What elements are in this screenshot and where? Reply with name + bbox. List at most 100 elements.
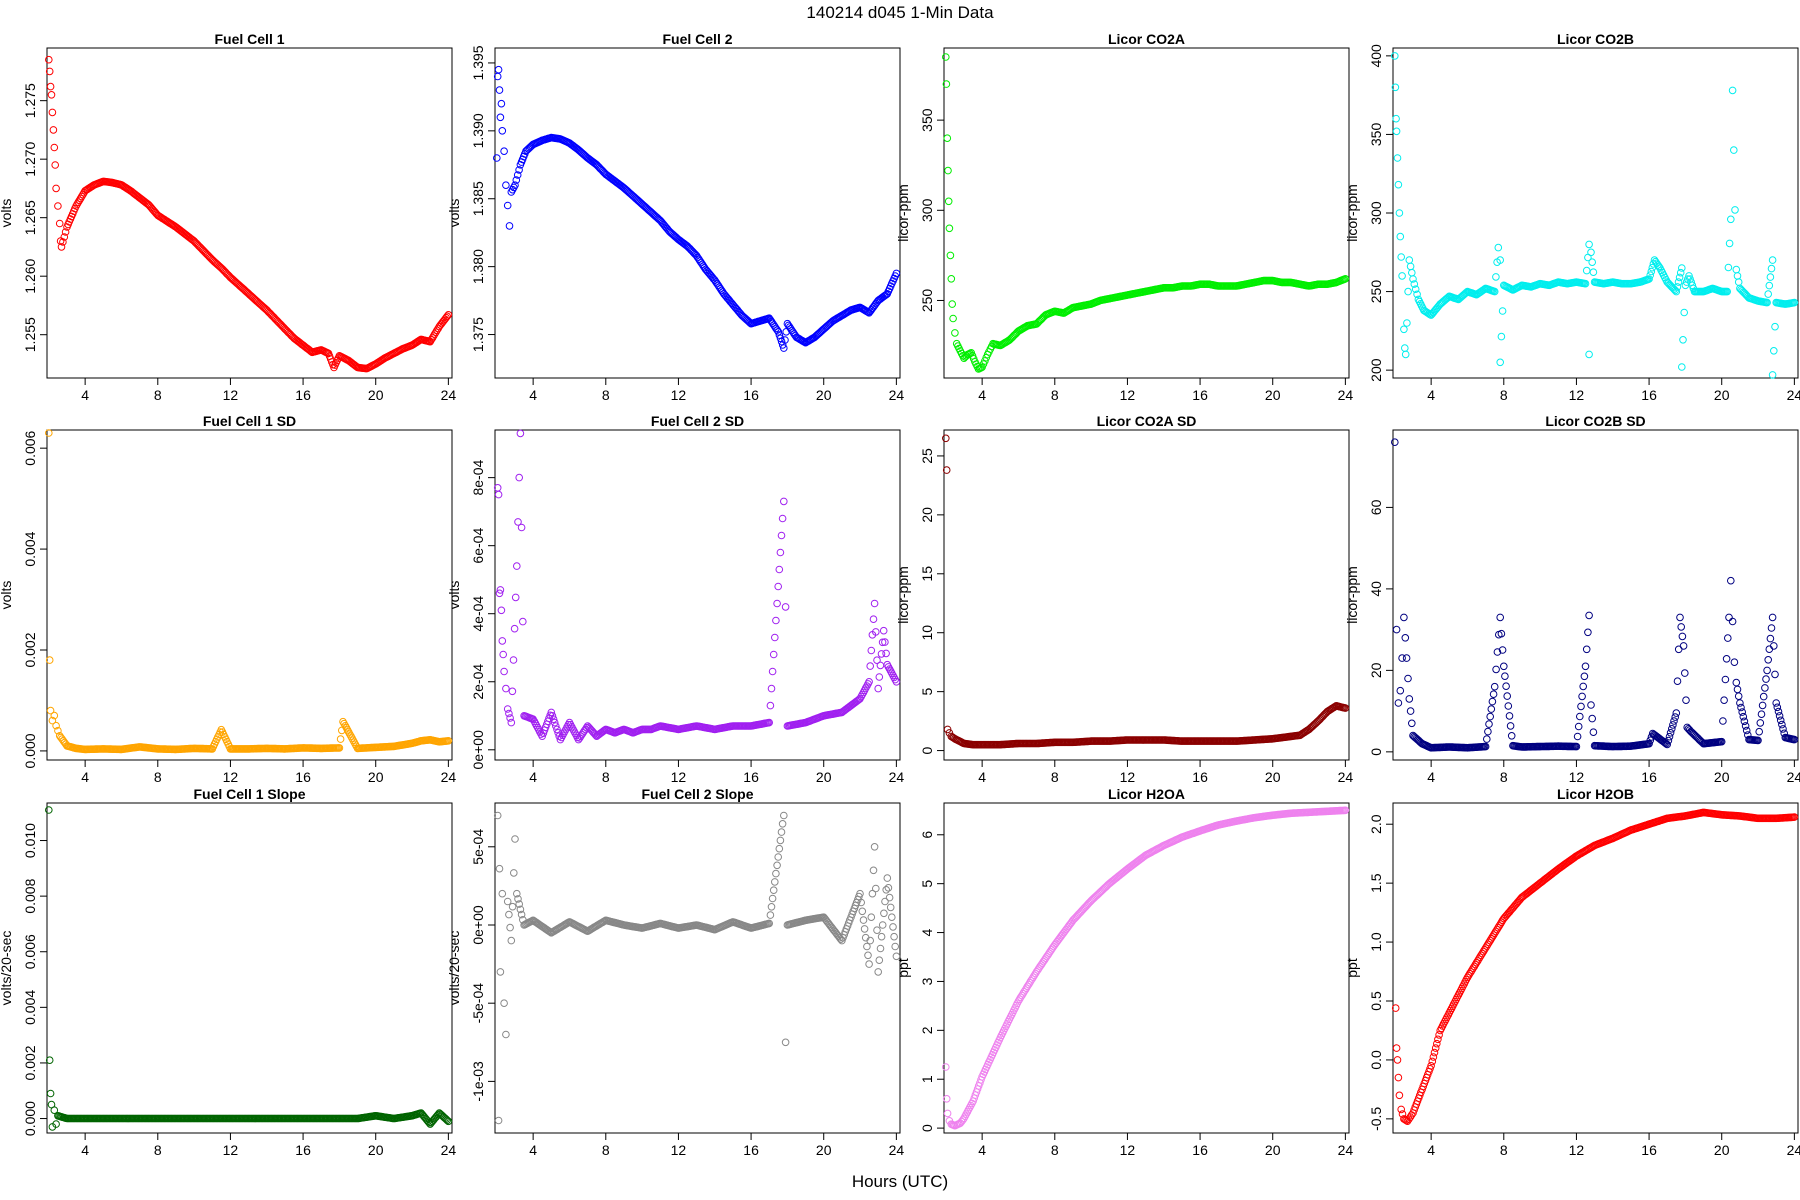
data-point [878, 638, 887, 647]
x-tick-label: 24 [441, 1142, 457, 1158]
data-point [942, 466, 951, 474]
x-tick-label: 12 [223, 387, 239, 403]
data-point [1341, 704, 1350, 712]
data-point [858, 907, 867, 916]
plot-frame [943, 47, 1350, 379]
data-point [1665, 732, 1674, 741]
data-point [1730, 658, 1739, 667]
data-point [1404, 674, 1412, 683]
data-point [57, 243, 66, 251]
data-point [48, 716, 57, 725]
data-point [502, 1030, 510, 1039]
data-point [949, 314, 957, 323]
data-point [547, 708, 556, 717]
data-point [1404, 287, 1412, 296]
data-point [1028, 975, 1036, 983]
data-point [45, 806, 53, 814]
panel-title: Fuel Cell 1 Slope [193, 786, 305, 802]
data-point [885, 893, 894, 902]
plot-frame [46, 802, 453, 1134]
data-point [1679, 336, 1687, 344]
data-point [1678, 363, 1686, 371]
data-point [1765, 645, 1774, 654]
data-point [781, 603, 790, 611]
data-point [780, 497, 788, 506]
data-point [873, 926, 881, 935]
data-point [1392, 1044, 1401, 1052]
y-tick-label: 0.004 [22, 531, 38, 566]
panel-licor-co2b-sd: Licor CO2B SD 4 8 12 16 20 24 0 20 40 60 licor-ppm [1344, 413, 1800, 785]
x-tick-label: 20 [816, 387, 832, 403]
x-tick-label: 16 [1641, 387, 1657, 403]
data-point [943, 725, 952, 734]
data-point [1433, 1039, 1441, 1048]
data-point [1024, 980, 1033, 989]
x-tick-label: 24 [1787, 387, 1800, 403]
data-point [874, 968, 883, 976]
data-point [497, 606, 506, 615]
x-tick-label: 4 [1427, 1142, 1435, 1158]
data-point [1674, 278, 1683, 286]
y-axis-label: volts [0, 581, 14, 610]
data-point [879, 626, 888, 635]
data-point [1670, 717, 1678, 725]
data-point [1469, 964, 1477, 973]
y-axis-label: volts [446, 581, 462, 610]
data-point [1483, 735, 1491, 743]
x-tick-label: 24 [889, 1142, 905, 1158]
y-tick-label: 1.375 [470, 317, 486, 352]
data-point [427, 336, 436, 344]
data-point [432, 328, 440, 337]
data-point [516, 905, 525, 914]
data-point [1398, 654, 1406, 662]
data-point [49, 126, 58, 134]
y-tick-label: 250 [919, 289, 935, 313]
y-tick-label: 20 [919, 507, 935, 523]
y-tick-label: 1.380 [470, 249, 486, 284]
y-tick-label: 15 [919, 566, 935, 582]
data-point [774, 853, 783, 861]
y-tick-label: 0 [919, 746, 935, 754]
data-point [498, 127, 507, 135]
x-tick-label: 8 [1051, 387, 1059, 403]
data-point [1677, 623, 1685, 631]
x-tick-label: 16 [1192, 387, 1208, 403]
data-point [495, 864, 504, 873]
y-axis-label: ppt [895, 958, 911, 978]
data-point [500, 147, 508, 155]
data-point [1472, 958, 1481, 967]
x-tick-label: 16 [743, 1142, 759, 1158]
data-point [1489, 690, 1498, 699]
x-tick-label: 16 [1192, 769, 1208, 785]
data-point [1341, 275, 1350, 283]
data-point [1675, 273, 1684, 282]
data-point [1762, 675, 1770, 683]
data-point [1498, 646, 1507, 654]
y-tick-label: 1.385 [470, 181, 486, 216]
data-point [1018, 991, 1026, 1000]
x-tick-label: 20 [1714, 1142, 1730, 1158]
data-point [1505, 712, 1514, 720]
y-tick-label: 200 [1368, 358, 1384, 382]
data-point [1678, 264, 1686, 272]
data-point [515, 473, 524, 482]
y-axis-label: licor-ppm [1344, 566, 1360, 624]
x-tick-label: 4 [529, 1142, 537, 1158]
y-tick-label: 0.002 [22, 1045, 38, 1080]
data-point [876, 944, 885, 953]
data-point [428, 334, 437, 342]
data-point [1646, 736, 1655, 745]
data-point [1733, 685, 1742, 694]
data-point [1585, 611, 1593, 620]
data-point [1391, 52, 1399, 60]
data-point [61, 228, 70, 236]
data-point [1664, 736, 1673, 745]
data-point [505, 222, 514, 230]
data-point [777, 828, 786, 836]
data-point [873, 656, 881, 665]
data-point [508, 902, 517, 911]
data-point [511, 593, 520, 602]
data-point [870, 843, 879, 851]
x-tick-label: 16 [295, 769, 311, 785]
y-tick-label: 40 [1368, 581, 1384, 597]
